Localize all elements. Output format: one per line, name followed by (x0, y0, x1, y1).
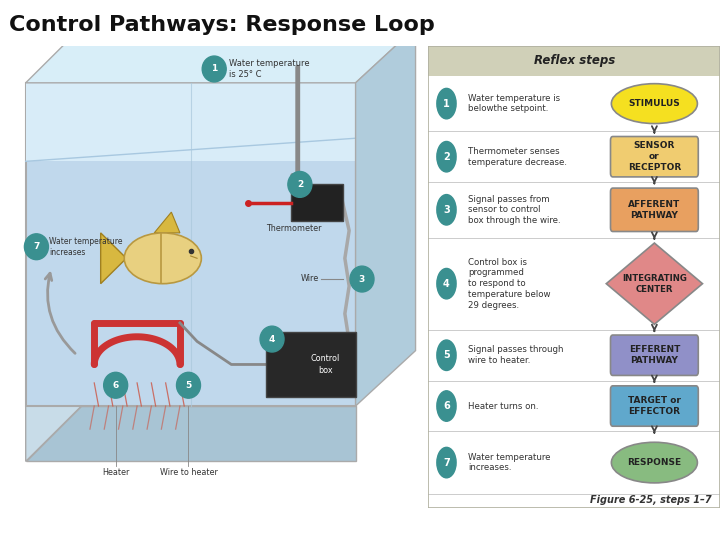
Text: AFFERENT
PATHWAY: AFFERENT PATHWAY (629, 200, 680, 220)
Text: Thermometer: Thermometer (266, 224, 321, 233)
Text: TARGET or
EFFECTOR: TARGET or EFFECTOR (628, 396, 681, 416)
Polygon shape (606, 243, 703, 325)
Text: Wire: Wire (301, 274, 319, 284)
Polygon shape (101, 233, 127, 284)
Circle shape (437, 340, 456, 370)
Circle shape (437, 268, 456, 299)
Text: Water temperature
increases: Water temperature increases (49, 237, 123, 257)
FancyBboxPatch shape (611, 386, 698, 426)
Circle shape (437, 391, 456, 421)
Text: 1: 1 (443, 99, 450, 109)
Circle shape (350, 266, 374, 292)
Text: 6: 6 (112, 381, 119, 390)
Text: Water temperature
is 25° C: Water temperature is 25° C (229, 59, 310, 79)
Text: 4: 4 (269, 335, 275, 343)
Text: EFFERENT
PATHWAY: EFFERENT PATHWAY (629, 346, 680, 365)
FancyBboxPatch shape (611, 335, 698, 375)
Text: Signal passes from
sensor to control
box through the wire.: Signal passes from sensor to control box… (468, 194, 560, 225)
Text: 3: 3 (443, 205, 450, 215)
Circle shape (288, 172, 312, 197)
Polygon shape (26, 28, 415, 83)
Ellipse shape (125, 233, 202, 284)
Polygon shape (26, 83, 81, 461)
Circle shape (437, 447, 456, 478)
Text: 7: 7 (33, 242, 40, 251)
Text: Control
box: Control box (311, 354, 341, 375)
FancyBboxPatch shape (428, 46, 720, 76)
Text: Reflex steps: Reflex steps (534, 54, 615, 67)
FancyBboxPatch shape (26, 83, 356, 406)
Circle shape (104, 372, 127, 398)
Text: Control box is
programmed
to respond to
temperature below
29 degrees.: Control box is programmed to respond to … (468, 258, 550, 309)
Text: Heater turns on.: Heater turns on. (468, 402, 539, 410)
Ellipse shape (611, 442, 698, 483)
Text: Figure 6-25, steps 1–7: Figure 6-25, steps 1–7 (590, 495, 711, 505)
Text: INTEGRATING
CENTER: INTEGRATING CENTER (622, 274, 687, 294)
Text: 5: 5 (185, 381, 192, 390)
FancyBboxPatch shape (266, 332, 356, 397)
Polygon shape (154, 212, 180, 233)
Circle shape (437, 194, 456, 225)
Circle shape (202, 56, 226, 82)
Circle shape (176, 372, 200, 398)
Circle shape (260, 326, 284, 352)
FancyBboxPatch shape (611, 137, 698, 177)
Text: 3: 3 (359, 274, 365, 284)
Text: 2: 2 (297, 180, 303, 189)
Text: Wire to heater: Wire to heater (160, 468, 217, 477)
Text: 6: 6 (443, 401, 450, 411)
Text: SENSOR
or
RECEPTOR: SENSOR or RECEPTOR (628, 141, 681, 172)
Text: 7: 7 (443, 457, 450, 468)
Text: 5: 5 (443, 350, 450, 360)
Text: Water temperature is
belowthe setpoint.: Water temperature is belowthe setpoint. (468, 94, 560, 113)
Ellipse shape (611, 84, 698, 124)
Text: STIMULUS: STIMULUS (629, 99, 680, 108)
Circle shape (437, 89, 456, 119)
Text: 2: 2 (443, 152, 450, 161)
Text: Thermometer senses
temperature decrease.: Thermometer senses temperature decrease. (468, 147, 567, 166)
Text: Signal passes through
wire to heater.: Signal passes through wire to heater. (468, 346, 563, 365)
Text: Water temperature
increases.: Water temperature increases. (468, 453, 550, 472)
Polygon shape (26, 406, 356, 461)
FancyBboxPatch shape (292, 185, 343, 221)
Text: Heater: Heater (102, 468, 130, 477)
Polygon shape (356, 28, 415, 406)
Circle shape (437, 141, 456, 172)
Polygon shape (26, 83, 356, 161)
Circle shape (24, 234, 48, 260)
Text: Control Pathways: Response Loop: Control Pathways: Response Loop (9, 15, 434, 35)
Text: 4: 4 (443, 279, 450, 289)
Text: 1: 1 (211, 64, 217, 73)
Text: RESPONSE: RESPONSE (627, 458, 681, 467)
FancyBboxPatch shape (611, 188, 698, 232)
